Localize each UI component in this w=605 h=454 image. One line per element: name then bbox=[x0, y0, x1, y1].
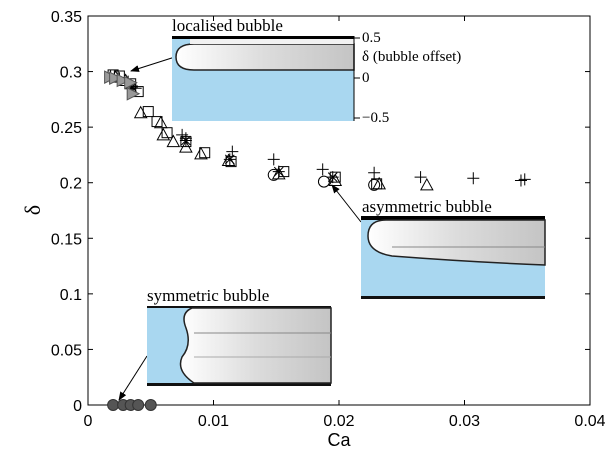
inset-localised-bubble: localised bubble 0.5 δ (bubble offset) 0… bbox=[172, 16, 461, 126]
inset-axis-label: δ (bubble offset) bbox=[362, 49, 461, 65]
inset-tick-top: 0.5 bbox=[362, 30, 381, 46]
inset-asymmetric-bubble: asymmetric bubble bbox=[361, 197, 546, 299]
y-axis-label: δ bbox=[20, 205, 45, 215]
data-points bbox=[104, 69, 531, 411]
point-square bbox=[329, 171, 341, 183]
inset-symmetric-title: symmetric bubble bbox=[147, 286, 269, 305]
point-triangle-right-filled bbox=[109, 71, 123, 86]
point-circle-filled bbox=[144, 399, 157, 411]
point-triangle-up bbox=[221, 153, 236, 166]
point-circle-filled bbox=[107, 399, 120, 411]
point-triangle-up bbox=[166, 134, 181, 148]
point-square bbox=[199, 147, 211, 159]
point-plus bbox=[518, 173, 531, 186]
point-circle bbox=[267, 168, 280, 181]
inset-tick-bottom: −0.5 bbox=[362, 110, 389, 126]
point-square bbox=[161, 127, 173, 139]
point-plus bbox=[414, 171, 427, 184]
point-circle-filled bbox=[132, 399, 145, 411]
arrow-asymmetric bbox=[331, 184, 362, 223]
inset-symmetric-bubble: symmetric bubble bbox=[147, 286, 332, 386]
x-tick-label: 0.03 bbox=[449, 413, 480, 430]
point-circle bbox=[317, 175, 330, 188]
point-triangle-up bbox=[194, 146, 208, 160]
point-triangle-right-filled bbox=[124, 75, 138, 90]
point-star bbox=[125, 81, 138, 94]
point-triangle-right-filled bbox=[126, 86, 141, 101]
y-tick-label: 0.2 bbox=[60, 176, 82, 193]
point-triangle-up bbox=[420, 177, 434, 191]
y-tick-label: 0.35 bbox=[51, 9, 82, 26]
arrow-localised bbox=[130, 55, 179, 72]
inset-tick-middle: 0 bbox=[362, 70, 370, 86]
point-square bbox=[278, 166, 290, 178]
point-square bbox=[142, 106, 154, 118]
point-triangle-up bbox=[271, 166, 286, 180]
axis-tick-labels: 0 0.01 0.02 0.03 0.04 0 0.05 0.1 0.15 0.2 0.25 0.3 0… bbox=[51, 9, 605, 430]
point-square bbox=[225, 156, 237, 168]
point-plus bbox=[226, 145, 239, 158]
point-plus bbox=[368, 166, 381, 179]
inset-asymmetric-title: asymmetric bubble bbox=[362, 197, 492, 216]
point-triangle-up bbox=[156, 127, 171, 141]
point-triangle-right-filled bbox=[116, 73, 131, 88]
point-triangle-up bbox=[153, 115, 168, 129]
axis-ticks bbox=[87, 15, 591, 406]
point-square bbox=[371, 178, 383, 190]
point-star bbox=[326, 171, 339, 184]
x-tick-label: 0 bbox=[84, 413, 93, 430]
x-tick-label: 0.01 bbox=[198, 413, 229, 430]
arrow-symmetric bbox=[118, 355, 148, 401]
point-plus bbox=[316, 163, 329, 176]
y-tick-label: 0.05 bbox=[51, 342, 82, 359]
point-plus bbox=[267, 153, 280, 166]
point-square bbox=[151, 116, 163, 128]
inset-localised-title: localised bubble bbox=[172, 16, 283, 35]
y-tick-label: 0.3 bbox=[60, 65, 82, 82]
x-axis-label: Ca bbox=[327, 430, 351, 450]
point-plus bbox=[467, 172, 480, 185]
point-star bbox=[223, 153, 236, 166]
y-tick-label: 0 bbox=[73, 398, 82, 415]
y-tick-label: 0.25 bbox=[51, 120, 82, 137]
point-circle bbox=[368, 178, 381, 191]
x-tick-label: 0.04 bbox=[574, 413, 605, 430]
x-tick-label: 0.02 bbox=[323, 413, 354, 430]
y-tick-label: 0.1 bbox=[60, 287, 82, 304]
y-tick-label: 0.15 bbox=[51, 231, 82, 248]
point-square bbox=[180, 136, 192, 148]
